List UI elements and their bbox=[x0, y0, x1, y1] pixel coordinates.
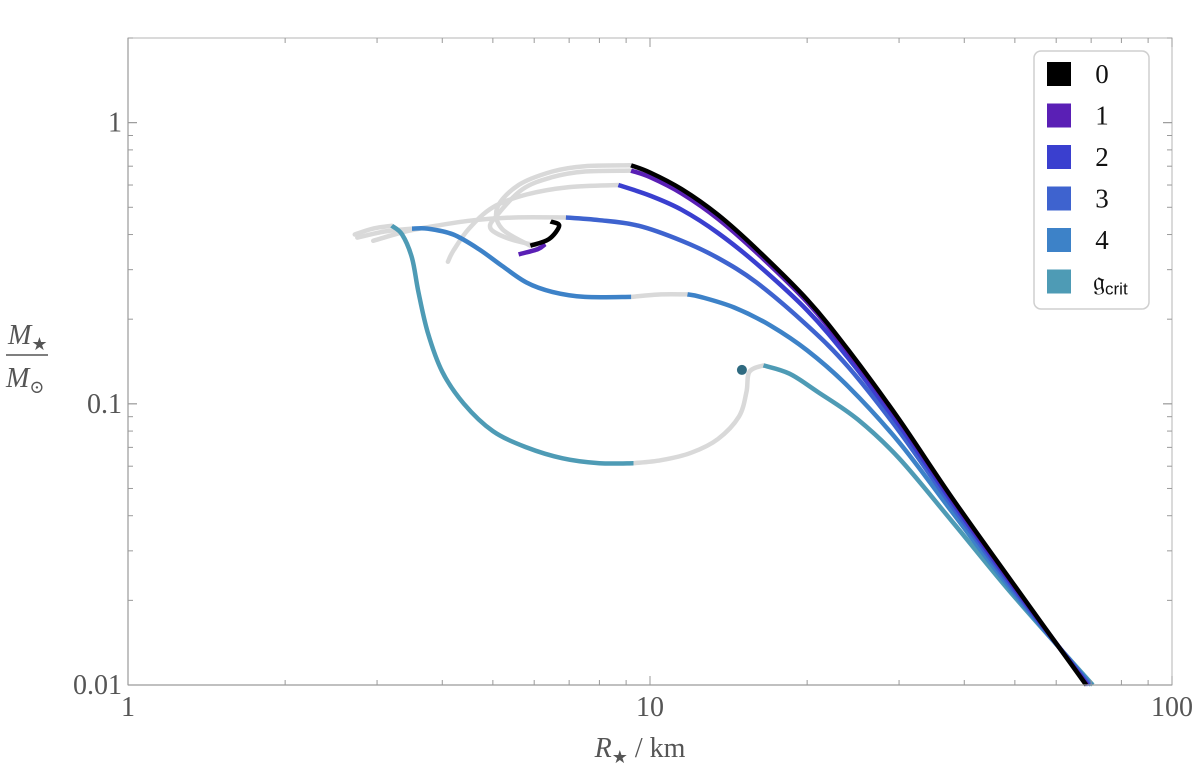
legend-label: 𝔤crit bbox=[1093, 267, 1128, 299]
legend-label-main: 1 bbox=[1095, 101, 1109, 131]
stable-branches bbox=[390, 163, 1095, 687]
legend-label-main: 𝔤 bbox=[1093, 267, 1105, 297]
series-1-extra-branch bbox=[517, 242, 547, 257]
series-2-unstable-branch bbox=[445, 182, 621, 265]
series-0-stable-branch bbox=[630, 163, 1089, 687]
legend-label-main: 0 bbox=[1095, 59, 1109, 89]
y-tick-label: 1 bbox=[108, 108, 122, 139]
series-crit-endpoint-dot bbox=[736, 364, 747, 375]
x-axis-label: R★ / km bbox=[594, 733, 686, 767]
x-tick-label: 1 bbox=[121, 692, 135, 723]
series-4-unstable-branch bbox=[628, 291, 690, 300]
legend-swatch bbox=[1047, 145, 1071, 169]
legend-swatch bbox=[1047, 62, 1071, 86]
legend-swatch bbox=[1047, 103, 1071, 128]
legend-label: 3 bbox=[1095, 184, 1109, 214]
x-tick-label: 100 bbox=[1151, 692, 1193, 723]
series-0-extra-branch bbox=[529, 219, 562, 248]
y-axis-label-denominator: M⊙ bbox=[5, 363, 44, 397]
y-tick-label: 0.01 bbox=[73, 670, 122, 701]
series-4-unstable2-branch bbox=[355, 226, 415, 240]
legend-label: 4 bbox=[1095, 225, 1109, 255]
legend-label-main: 3 bbox=[1095, 184, 1109, 214]
series-crit-unstable-branch bbox=[631, 363, 766, 466]
series-0-unstable-branch bbox=[493, 163, 634, 248]
series-crit-stable2-branch bbox=[390, 223, 634, 466]
legend: 0 1 2 3 4 𝔤crit bbox=[1033, 50, 1150, 310]
legend-label: 1 bbox=[1095, 101, 1109, 131]
legend-label: 0 bbox=[1095, 59, 1109, 89]
x-tick-label: 10 bbox=[636, 692, 664, 723]
y-axis-label-numerator: M★ bbox=[7, 320, 47, 354]
series-4-stable2-branch bbox=[411, 225, 632, 300]
legend-swatch bbox=[1047, 269, 1071, 294]
legend-label: 2 bbox=[1095, 142, 1109, 172]
legend-label-subscript: crit bbox=[1105, 280, 1128, 299]
unstable-branches bbox=[352, 163, 766, 466]
legend-swatch bbox=[1047, 186, 1071, 211]
series-crit-unstable2-branch bbox=[352, 223, 394, 237]
legend-label-main: 2 bbox=[1095, 142, 1109, 172]
legend-swatch bbox=[1047, 228, 1071, 252]
legend-label-main: 4 bbox=[1095, 225, 1109, 255]
y-tick-label: 0.1 bbox=[87, 389, 122, 420]
